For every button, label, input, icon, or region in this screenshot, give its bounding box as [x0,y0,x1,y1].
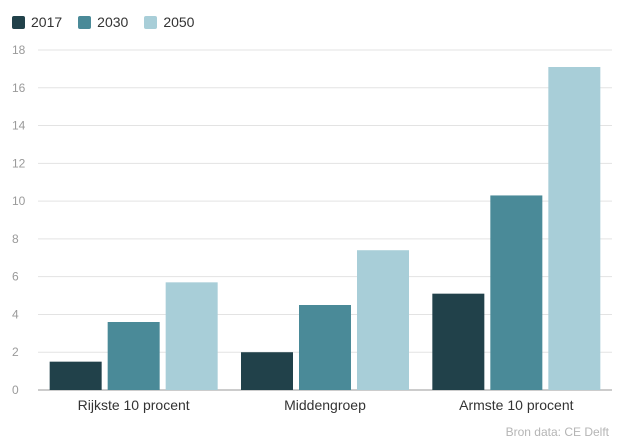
source-note: Bron data: CE Delft [505,425,609,439]
bar [107,322,160,390]
bar [49,361,102,390]
y-tick-label: 12 [12,156,26,170]
legend: 2017 2030 2050 [12,14,194,30]
bars [49,67,601,390]
legend-swatch-2030 [78,15,92,29]
y-tick-label: 16 [12,81,26,95]
legend-item-2017: 2017 [12,14,62,30]
legend-swatch-2017 [12,15,25,29]
bar [432,293,485,390]
x-category-label: Middengroep [284,397,366,413]
y-tick-label: 10 [12,194,26,208]
y-tick-label: 2 [12,345,19,359]
bar [165,282,218,390]
y-tick-label: 6 [12,270,19,284]
legend-swatch-2050 [144,15,158,29]
y-tick-label: 0 [12,383,19,397]
x-category-label: Rijkste 10 procent [78,397,190,413]
bar [548,67,601,390]
y-tick-label: 8 [12,232,19,246]
bar [241,352,293,390]
legend-label-2017: 2017 [31,14,63,30]
bar [299,305,351,390]
y-tick-label: 4 [12,307,19,321]
y-tick-label: 14 [12,119,26,133]
legend-label-2050: 2050 [163,14,195,30]
x-axis-labels: Rijkste 10 procent Middengroep Armste 10 p… [78,397,574,413]
legend-label-2030: 2030 [97,14,129,30]
bar [357,250,409,390]
legend-item-2030: 2030 [78,14,128,30]
y-tick-label: 18 [12,43,26,57]
legend-item-2050: 2050 [144,14,194,30]
x-category-label: Armste 10 procent [459,397,573,413]
bar [490,195,543,390]
y-axis-ticks: 0 2 4 6 8 10 12 14 16 18 [12,43,26,397]
